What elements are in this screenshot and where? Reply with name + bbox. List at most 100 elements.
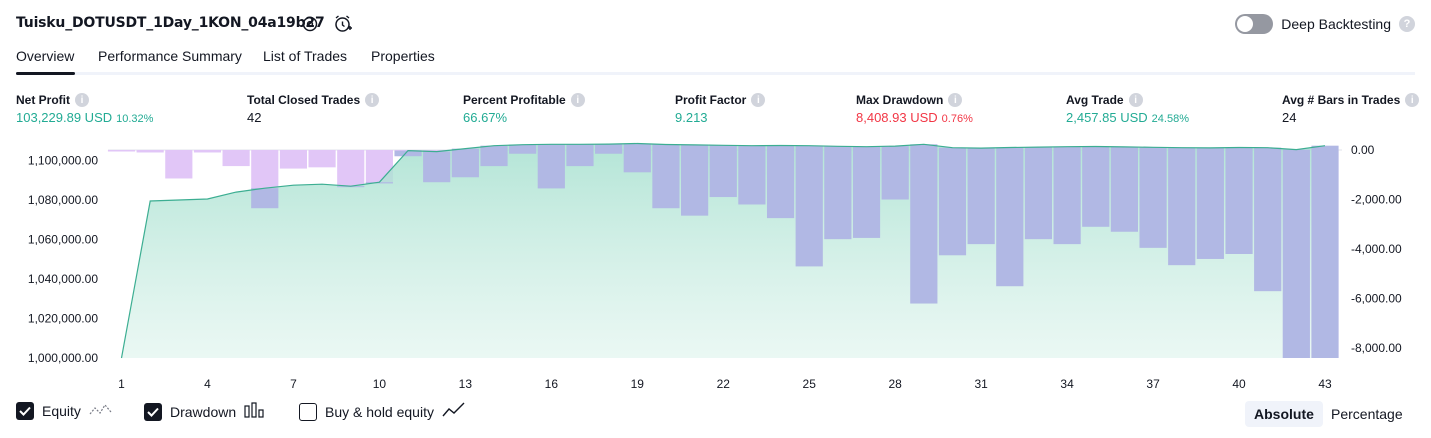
stat-label: Percent Profitable (463, 93, 566, 107)
drawdown-bar (165, 150, 192, 178)
drawdown-overlap-bar (710, 145, 737, 197)
drawdown-overlap-bar (1054, 147, 1081, 244)
drawdown-overlap-bar (1197, 148, 1224, 259)
drawdown-overlap-bar (1025, 147, 1052, 239)
drawdown-overlap-bar (509, 145, 536, 154)
tab-overview[interactable]: Overview (16, 48, 74, 64)
stat-value: 24 (1282, 110, 1419, 125)
stat-percent: 24.58% (1152, 113, 1189, 125)
checkbox-checked-icon[interactable] (16, 402, 34, 420)
left-axis-tick-label: 1,000,000.00 (28, 351, 98, 365)
x-axis-tick-label: 10 (373, 377, 387, 391)
checkbox-unchecked-icon[interactable] (299, 403, 317, 421)
x-axis-tick-label: 19 (631, 377, 645, 391)
add-alert-clock-icon[interactable] (333, 14, 353, 34)
stat-label: Net Profit (16, 93, 70, 107)
stat-label: Total Closed Trades (247, 93, 360, 107)
drawdown-bars-icon (244, 402, 266, 421)
stat-percent-profitable: Percent Profitable i 66.67% (463, 93, 585, 125)
percentage-mode-button[interactable]: Percentage (1322, 401, 1412, 427)
legend-label: Buy & hold equity (325, 404, 434, 420)
drawdown-bar (223, 150, 250, 166)
drawdown-overlap-bar (452, 149, 479, 178)
tab-list-of-trades[interactable]: List of Trades (263, 48, 347, 64)
settings-gear-icon[interactable] (300, 14, 320, 34)
stat-value: 103,229.89 USD (16, 110, 112, 125)
info-icon[interactable]: i (365, 93, 379, 107)
report-tabs: Overview Performance Summary List of Tra… (16, 45, 1415, 75)
tab-performance-summary[interactable]: Performance Summary (98, 48, 242, 64)
strategy-title: Tuisku_DOTUSDT_1Day_1KON_04a19b27 (16, 15, 324, 31)
drawdown-overlap-bar (1111, 147, 1138, 232)
stat-max-drawdown: Max Drawdown i 8,408.93 USD 0.76% (856, 93, 973, 125)
help-icon[interactable]: ? (1399, 16, 1415, 32)
strategy-header: Tuisku_DOTUSDT_1Day_1KON_04a19b27 Deep B… (16, 12, 1415, 38)
x-axis-tick-label: 16 (545, 377, 559, 391)
tab-properties[interactable]: Properties (371, 48, 435, 64)
drawdown-overlap-bar (423, 152, 450, 183)
drawdown-overlap-bar (624, 144, 651, 173)
drawdown-overlap-bar (1283, 150, 1310, 358)
drawdown-overlap-bar (681, 145, 708, 216)
stat-label: Avg Trade (1066, 93, 1124, 107)
x-axis-tick-label: 22 (717, 377, 731, 391)
x-axis-tick-label: 34 (1060, 377, 1074, 391)
info-icon[interactable]: i (948, 93, 962, 107)
drawdown-overlap-bar (853, 147, 880, 238)
buy-hold-line-icon (442, 402, 466, 421)
drawdown-overlap-bar (767, 145, 794, 218)
x-axis-tick-label: 31 (974, 377, 988, 391)
x-axis-tick-label: 1 (118, 377, 125, 391)
drawdown-bar (108, 150, 135, 152)
drawdown-overlap-bar (910, 144, 937, 303)
equity-line-icon (89, 403, 113, 420)
info-icon[interactable]: i (1129, 93, 1143, 107)
right-axis-tick-label: 0.00 (1351, 143, 1375, 157)
drawdown-overlap-bar (566, 144, 593, 166)
drawdown-bar (194, 150, 221, 152)
drawdown-overlap-bar (939, 148, 966, 256)
active-tab-indicator (16, 72, 75, 75)
info-icon[interactable]: i (571, 93, 585, 107)
right-axis-tick-label: -6,000.00 (1351, 292, 1402, 306)
stat-profit-factor: Profit Factor i 9.213 (675, 93, 765, 125)
drawdown-bar (337, 150, 364, 187)
left-axis-tick-label: 1,040,000.00 (28, 272, 98, 286)
x-axis-tick-label: 40 (1232, 377, 1246, 391)
deep-backtesting-toggle[interactable] (1235, 14, 1273, 34)
legend-label: Drawdown (170, 404, 236, 420)
x-axis-tick-label: 28 (888, 377, 902, 391)
left-axis-tick-label: 1,080,000.00 (28, 193, 98, 207)
stat-label: Avg # Bars in Trades (1282, 93, 1400, 107)
stat-percent: 10.32% (116, 113, 153, 125)
x-axis-tick-label: 4 (204, 377, 211, 391)
drawdown-overlap-bar (968, 148, 995, 244)
drawdown-overlap-bar (738, 146, 765, 205)
equity-drawdown-chart[interactable]: 1,100,000.00 1,080,000.00 1,060,000.00 1,04… (0, 140, 1431, 396)
drawdown-overlap-bar (652, 145, 679, 209)
drawdown-overlap-bar (595, 144, 622, 154)
checkbox-checked-icon[interactable] (144, 403, 162, 421)
info-icon[interactable]: i (1405, 93, 1419, 107)
info-icon[interactable]: i (75, 93, 89, 107)
left-axis-tick-label: 1,020,000.00 (28, 312, 98, 326)
absolute-mode-button[interactable]: Absolute (1245, 401, 1323, 427)
info-icon[interactable]: i (751, 93, 765, 107)
deep-backtesting-control: Deep Backtesting ? (1235, 12, 1415, 36)
drawdown-overlap-bar (1168, 148, 1195, 265)
drawdown-overlap-bar (1082, 146, 1109, 226)
stat-percent: 0.76% (942, 113, 973, 125)
legend-drawdown[interactable]: Drawdown (144, 402, 266, 421)
stat-net-profit: Net Profit i 103,229.89 USD 10.32% (16, 93, 153, 125)
legend-equity[interactable]: Equity (16, 402, 113, 420)
drawdown-bar (309, 150, 336, 167)
stat-label: Profit Factor (675, 93, 746, 107)
drawdown-overlap-bar (796, 146, 823, 267)
legend-buy-hold-equity[interactable]: Buy & hold equity (299, 402, 466, 421)
drawdown-overlap-bar (538, 144, 565, 188)
left-axis: 1,100,000.00 1,080,000.00 1,060,000.00 1,04… (28, 154, 98, 366)
drawdown-overlap-bar (1254, 148, 1281, 291)
drawdown-overlap-bar (996, 147, 1023, 286)
deep-backtesting-label: Deep Backtesting (1281, 16, 1391, 32)
stat-avg-trade: Avg Trade i 2,457.85 USD 24.58% (1066, 93, 1189, 125)
